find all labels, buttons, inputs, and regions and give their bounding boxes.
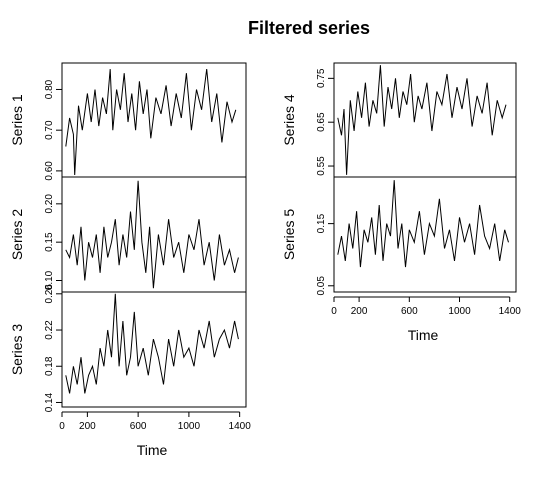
series-4-panel: 0.55 0.65 0.75 Series 4 [281,63,516,177]
series-1-panel: 0.60 0.70 0.80 Series 1 [9,63,246,181]
series-4-label: Series 4 [281,94,297,146]
series-4-ytick-label: 0.75 [316,68,327,88]
series-2-label: Series 2 [9,209,25,261]
x-tick-label: 200 [351,306,368,317]
series-2-line [66,181,239,288]
x-tick-label: 0 [59,421,65,432]
series-5-panel: 0.05 0.15 Series 5 [281,177,516,296]
series-5-border [334,177,516,292]
x-tick-label: 600 [401,306,418,317]
series-1-border [62,63,246,177]
series-1-ytick-label: 0.80 [44,79,55,99]
x-tick-label: 1400 [229,421,252,432]
x-axis-title: Time [408,327,439,343]
series-3-ytick-label: 0.26 [44,284,55,304]
x-tick-label: 1000 [178,421,201,432]
series-5-ytick-label: 0.15 [316,213,327,233]
series-3-border [62,292,246,407]
series-4-border [334,63,516,177]
series-4-line [338,65,506,175]
x-tick-label: 200 [79,421,96,432]
series-4-ytick-label: 0.55 [316,156,327,176]
series-5-ytick-label: 0.05 [316,276,327,296]
series-3-ytick-label: 0.14 [44,392,55,412]
x-tick-label: 1400 [499,306,522,317]
series-1-line [66,69,236,175]
series-1-label: Series 1 [9,94,25,146]
x-tick-label: 600 [130,421,147,432]
series-2-ytick-label: 0.15 [44,232,55,252]
x-axis-column-2: 0 200 600 1000 1400 Time [331,297,521,343]
series-5-label: Series 5 [281,209,297,261]
series-5-line [338,180,509,267]
series-3-line [66,294,239,394]
series-3-panel: 0.14 0.18 0.22 0.26 Series 3 [9,284,246,413]
series-3-label: Series 3 [9,324,25,376]
x-tick-label: 1000 [448,306,471,317]
chart-title: Filtered series [248,18,370,38]
series-1-ytick-label: 0.70 [44,120,55,140]
series-1-ytick-label: 0.60 [44,161,55,181]
series-2-ytick-label: 0.20 [44,194,55,214]
x-tick-label: 0 [331,306,337,317]
x-axis-column-1: 0 200 600 1000 1400 Time [59,412,251,458]
x-axis-title: Time [137,442,168,458]
series-3-ytick-label: 0.18 [44,356,55,376]
series-4-ytick-label: 0.65 [316,112,327,132]
series-2-border [62,177,246,292]
series-3-ytick-label: 0.22 [44,320,55,340]
